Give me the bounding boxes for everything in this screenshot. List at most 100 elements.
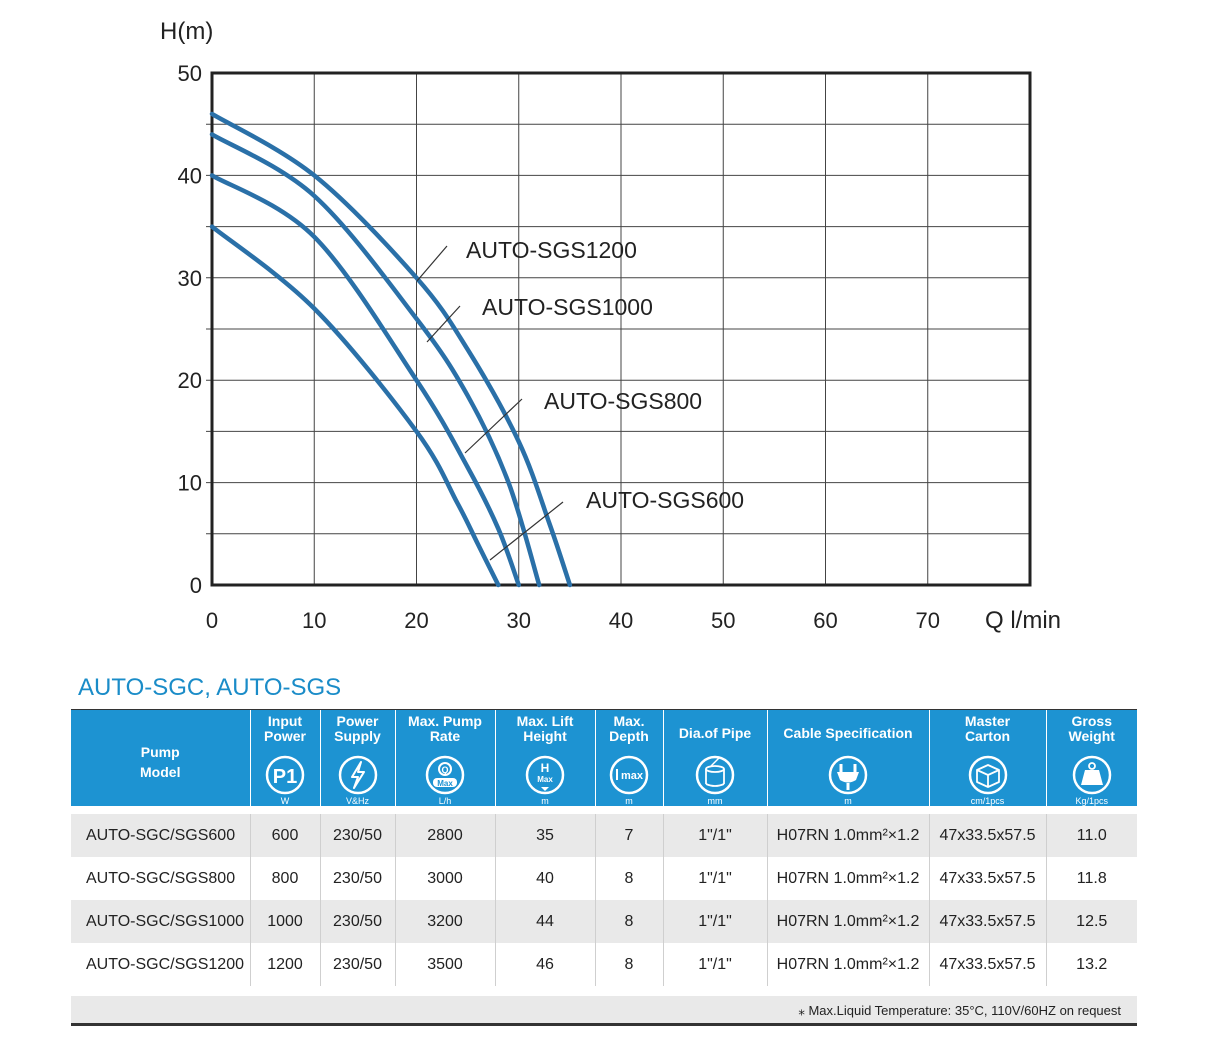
x-tick-label: 30 (507, 608, 531, 633)
carton-icon (968, 755, 1007, 795)
x-tick-label: 40 (609, 608, 633, 633)
col-gross-weight-label: Gross Weight (1068, 713, 1115, 744)
col-max-pump-rate-unit: L/h (438, 796, 452, 806)
q-max-icon-text: Max (437, 779, 453, 788)
cell-master-carton: 47x33.5x57.5 (928, 857, 1046, 900)
cell-gross-weight: 12.5 (1045, 900, 1137, 943)
cell-power-supply: 230/50 (319, 900, 395, 943)
cell-input-power: 1200 (249, 943, 320, 986)
pipe-diameter-icon (695, 755, 735, 795)
col-pipe-diameter-unit: mm (707, 796, 723, 806)
weight-icon (1072, 755, 1111, 795)
col-input-power-label: Input Power (263, 713, 306, 744)
y-tick-label: 50 (178, 61, 202, 86)
cell-pipe-diameter: 1"/1" (662, 943, 767, 986)
q-max-icon: Q Max (425, 755, 465, 795)
cell-pipe-diameter: 1"/1" (662, 900, 767, 943)
col-cable-spec-unit: m (844, 796, 852, 806)
label-leaders (416, 245, 564, 561)
section-title: AUTO-SGC, AUTO-SGS (78, 674, 342, 701)
curve-auto-sgs800 (209, 173, 521, 588)
cell-max-depth: 8 (594, 900, 663, 943)
x-tick-label: 60 (813, 608, 837, 633)
cell-cable-spec: H07RN 1.0mm²×1.2 (766, 943, 929, 986)
h-max-icon-text: Max (537, 775, 553, 784)
cell-master-carton: 47x33.5x57.5 (928, 814, 1046, 857)
cell-master-carton: 47x33.5x57.5 (928, 943, 1046, 986)
performance-chart: 0 10 20 30 40 50 60 70 0 10 20 30 40 50 H(m) Q l/min… (160, 18, 1061, 634)
cell-model: AUTO-SGC/SGS1000 (71, 900, 250, 943)
x-tick-label: 70 (916, 608, 940, 633)
cell-cable-spec: H07RN 1.0mm²×1.2 (766, 814, 929, 857)
x-tick-label: 0 (206, 608, 218, 633)
col-master-carton-label: Master Carton (964, 713, 1011, 744)
curve-label-sgs800: AUTO-SGS800 (544, 388, 702, 414)
cell-max-depth: 8 (594, 943, 663, 986)
cell-power-supply: 230/50 (319, 814, 395, 857)
cell-max-lift-height: 35 (494, 814, 595, 857)
lightning-icon (338, 755, 377, 795)
col-master-carton: Master Carton cm/1pcs (928, 710, 1046, 806)
cell-max-lift-height: 44 (494, 900, 595, 943)
col-max-lift-height-unit: m (541, 796, 549, 806)
curve-label-sgs1000: AUTO-SGS1000 (482, 294, 653, 320)
x-tick-label: 50 (711, 608, 735, 633)
cell-cable-spec: H07RN 1.0mm²×1.2 (766, 857, 929, 900)
cell-power-supply: 230/50 (319, 857, 395, 900)
cell-max-pump-rate: 3500 (394, 943, 495, 986)
cell-master-carton: 47x33.5x57.5 (928, 900, 1046, 943)
plug-icon (828, 755, 868, 795)
table-row: AUTO-SGC/SGS1000 1000 230/50 3200 44 8 1… (71, 900, 1137, 943)
cell-gross-weight: 11.8 (1045, 857, 1137, 900)
cell-pipe-diameter: 1"/1" (662, 814, 767, 857)
x-axis-title: Q l/min (985, 607, 1061, 634)
table-row: AUTO-SGC/SGS800 800 230/50 3000 40 8 1"/… (71, 857, 1137, 900)
col-max-lift-height-label: Max. Lift Height (516, 713, 574, 744)
cell-power-supply: 230/50 (319, 943, 395, 986)
cell-model: AUTO-SGC/SGS1200 (86, 955, 244, 973)
y-tick-label: 40 (178, 163, 202, 188)
col-cable-spec-label: Cable Specification (783, 725, 913, 741)
y-tick-label: 20 (178, 368, 202, 393)
col-max-pump-rate: Max. Pump Rate Q Max L/h (394, 710, 495, 806)
cell-max-pump-rate: 2800 (394, 814, 495, 857)
col-max-lift-height: Max. Lift Height H Max m (494, 710, 595, 806)
col-pump-model: Pump Model (71, 710, 250, 806)
cell-model: AUTO-SGC/SGS800 (86, 869, 236, 887)
col-max-depth-label: Max. Depth (609, 713, 649, 744)
curve-label-sgs1200: AUTO-SGS1200 (466, 237, 637, 263)
cell-max-lift-height: 40 (494, 857, 595, 900)
cell-max-depth: 8 (594, 857, 663, 900)
col-gross-weight-unit: Kg/1pcs (1075, 796, 1109, 806)
col-max-depth-unit: m (625, 796, 633, 806)
col-power-supply-label: Power Supply (334, 713, 381, 744)
x-tick-label: 20 (404, 608, 428, 633)
cell-cable-spec: H07RN 1.0mm²×1.2 (766, 900, 929, 943)
col-input-power-unit: W (280, 796, 290, 806)
col-max-depth: Max. Depth max m (594, 710, 663, 806)
table-row: AUTO-SGC/SGS1200 1200 230/50 3500 46 8 1… (71, 943, 1137, 986)
table-row: AUTO-SGC/SGS600 600 230/50 2800 35 7 1"/… (71, 814, 1137, 857)
col-pipe-diameter-label: Dia.of Pipe (678, 725, 752, 741)
cell-gross-weight: 13.2 (1045, 943, 1137, 986)
x-tick-labels: 0 10 20 30 40 50 60 70 (206, 608, 940, 633)
leader-line (416, 245, 448, 282)
col-input-power: Input Power P1 W (249, 710, 320, 806)
depth-max-icon: max (609, 755, 649, 795)
col-power-supply: Power Supply V&Hz (319, 710, 395, 806)
cell-max-depth: 7 (594, 814, 663, 857)
col-cable-spec: Cable Specification m (766, 710, 929, 806)
x-tick-label: 10 (302, 608, 326, 633)
footnote: ⁎ Max.Liquid Temperature: 35°C, 110V/60H… (71, 996, 1137, 1026)
p1-icon: P1 (265, 755, 305, 795)
p1-icon-text: P1 (273, 766, 297, 788)
plot-frame (210, 71, 1032, 587)
cell-pipe-diameter: 1"/1" (662, 857, 767, 900)
h-icon-text: H (541, 761, 550, 775)
curve-auto-sgs600 (209, 224, 501, 588)
col-pump-model-label: Pump Model (140, 744, 181, 780)
cell-max-pump-rate: 3000 (394, 857, 495, 900)
spec-table: Pump Model Input Power P1 W Power Supply… (71, 710, 1137, 986)
cell-input-power: 600 (249, 814, 320, 857)
